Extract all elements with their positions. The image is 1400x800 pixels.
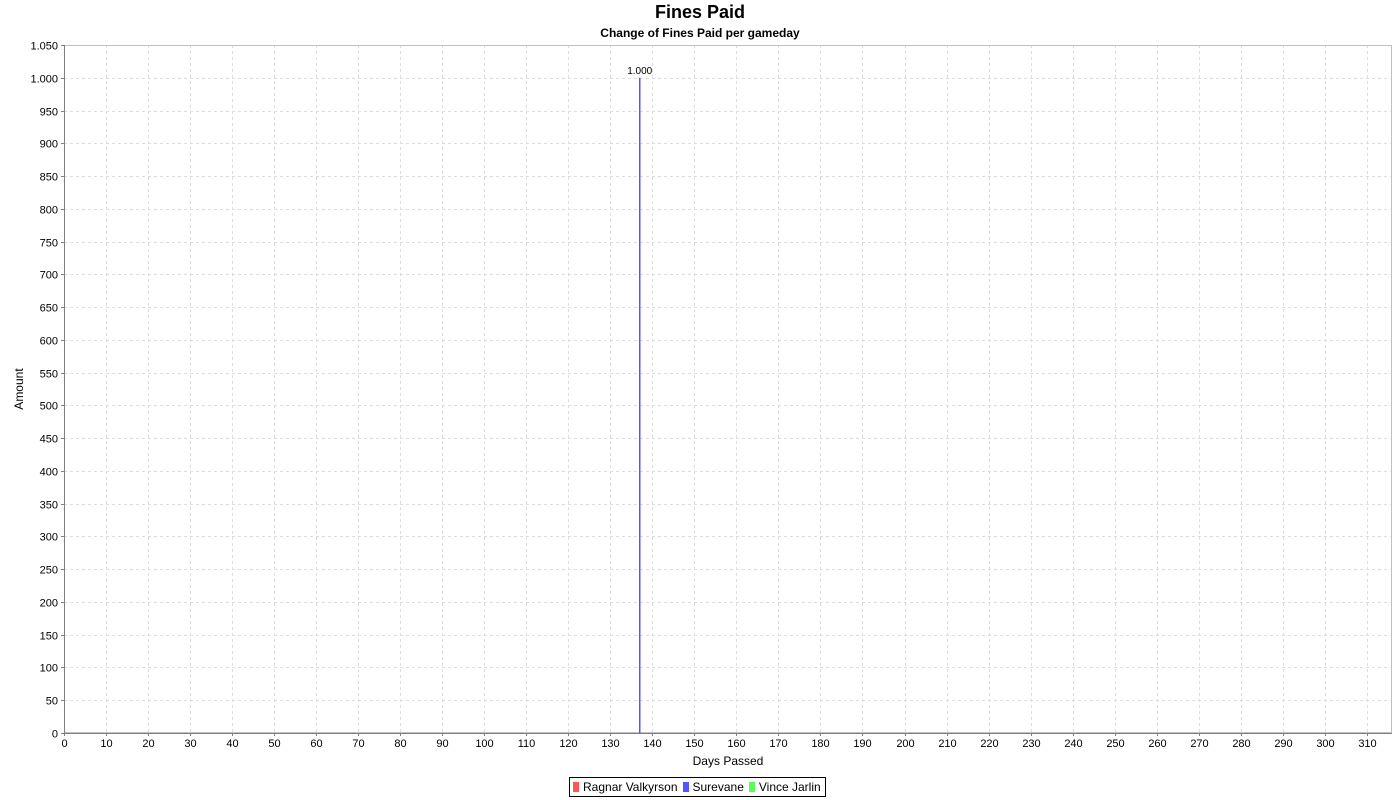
y-tick-label: 1.000 [30,74,58,86]
y-tick-label: 900 [40,139,58,151]
x-tick-label: 260 [1148,738,1166,750]
chart-plot: 0501001502002503003504004505005506006507… [12,41,1392,768]
x-tick-label: 120 [559,738,577,750]
x-axis-label: Days Passed [693,754,764,768]
legend-item: Ragnar Valkyrson [573,780,678,794]
x-tick-label: 0 [61,738,67,750]
x-tick-label: 80 [394,738,406,750]
y-tick-label: 500 [40,401,58,413]
y-tick-label: 50 [46,696,58,708]
legend-item: Surevane [682,780,744,794]
y-axis-label: Amount [12,368,26,410]
legend-label: Surevane [692,780,744,794]
data-label: 1.000 [627,66,652,77]
chart-legend: Ragnar Valkyrson Surevane Vince Jarlin [569,777,826,797]
legend-item: Vince Jarlin [748,780,821,794]
x-tick-label: 270 [1190,738,1208,750]
x-tick-label: 230 [1022,738,1040,750]
y-tick-label: 850 [40,172,58,184]
y-tick-label: 400 [40,467,58,479]
x-tick-label: 180 [811,738,829,750]
y-tick-label: 100 [40,663,58,675]
y-tick-label: 700 [40,270,58,282]
legend-label: Ragnar Valkyrson [583,780,678,794]
y-tick-label: 800 [40,205,58,217]
x-tick-label: 280 [1232,738,1250,750]
chart-title: Fines Paid [654,2,746,22]
x-tick-label: 220 [980,738,998,750]
legend-swatch [682,782,689,792]
x-tick-label: 30 [184,738,196,750]
x-tick-label: 150 [685,738,703,750]
x-tick-label: 160 [727,738,745,750]
y-tick-label: 250 [40,565,58,577]
legend-swatch [573,782,579,792]
y-tick-label: 650 [40,303,58,315]
y-tick-label: 300 [40,532,58,544]
x-tick-label: 300 [1316,738,1334,750]
y-tick-label: 950 [40,107,58,119]
legend-label: Vince Jarlin [758,780,821,794]
y-tick-label: 550 [40,369,58,381]
x-tick-label: 20 [142,738,154,750]
legend-swatch [748,782,755,792]
y-tick-label: 350 [40,500,58,512]
x-tick-label: 110 [518,738,536,750]
y-tick-label: 750 [40,238,58,250]
x-tick-label: 170 [769,738,787,750]
x-tick-label: 240 [1064,738,1082,750]
y-tick-label: 200 [40,598,58,610]
x-tick-label: 210 [938,738,956,750]
data-bar [638,77,641,733]
x-tick-label: 70 [352,738,364,750]
x-tick-label: 50 [268,738,280,750]
x-tick-label: 290 [1274,738,1292,750]
y-tick-label: 0 [52,729,58,741]
x-tick-label: 250 [1106,738,1124,750]
x-tick-label: 100 [475,738,493,750]
plot-background [64,45,1392,733]
x-tick-label: 40 [226,738,238,750]
chart-subtitle: Change of Fines Paid per gameday [600,26,800,40]
x-tick-label: 10 [100,738,112,750]
x-tick-label: 190 [853,738,871,750]
y-tick-label: 1.050 [30,41,58,53]
x-tick-label: 310 [1358,738,1376,750]
y-tick-label: 600 [40,336,58,348]
y-tick-label: 150 [40,631,58,643]
y-tick-label: 450 [40,434,58,446]
x-tick-label: 130 [601,738,619,750]
x-tick-label: 60 [310,738,322,750]
x-tick-label: 90 [436,738,448,750]
x-tick-label: 200 [896,738,914,750]
x-tick-label: 140 [643,738,661,750]
